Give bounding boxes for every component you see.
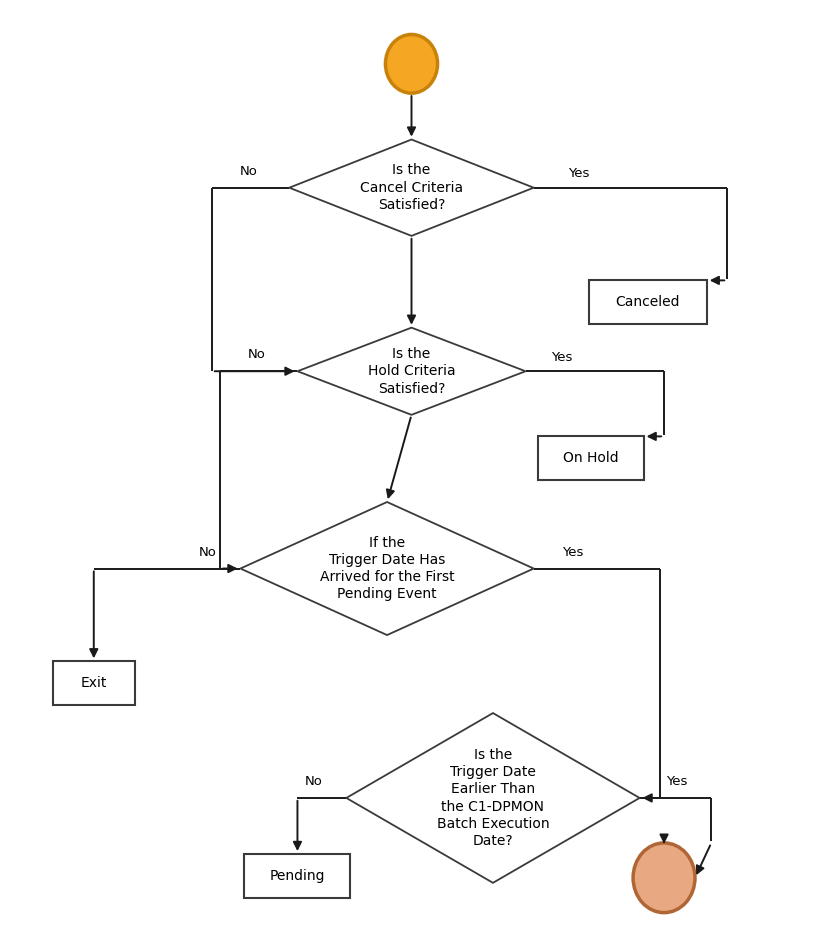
Text: Yes: Yes	[568, 168, 589, 181]
Text: Yes: Yes	[562, 545, 584, 558]
Circle shape	[385, 34, 438, 94]
Text: Is the
Hold Criteria
Satisfied?: Is the Hold Criteria Satisfied?	[368, 347, 455, 395]
Text: If the
Trigger Date Has
Arrived for the First
Pending Event: If the Trigger Date Has Arrived for the …	[320, 535, 454, 602]
Polygon shape	[297, 328, 526, 415]
Text: No: No	[199, 545, 216, 558]
Bar	[53, 661, 134, 706]
Text: On Hold: On Hold	[563, 451, 619, 466]
Text: No: No	[248, 348, 266, 361]
Text: Exit: Exit	[81, 676, 107, 690]
Text: No: No	[305, 775, 323, 788]
Text: Yes: Yes	[666, 775, 687, 788]
Text: Is the
Trigger Date
Earlier Than
the C1-DPMON
Batch Execution
Date?: Is the Trigger Date Earlier Than the C1-…	[437, 747, 549, 848]
Polygon shape	[290, 140, 533, 236]
Bar	[537, 436, 644, 481]
Text: Canceled: Canceled	[616, 295, 680, 309]
Text: No: No	[239, 165, 258, 178]
Text: Is the
Cancel Criteria
Satisfied?: Is the Cancel Criteria Satisfied?	[360, 163, 463, 212]
Polygon shape	[240, 502, 533, 635]
Bar	[244, 854, 351, 898]
Bar	[588, 281, 707, 324]
Circle shape	[633, 843, 695, 913]
Text: Pending: Pending	[270, 869, 325, 883]
Polygon shape	[346, 713, 639, 882]
Text: Yes: Yes	[551, 351, 573, 364]
